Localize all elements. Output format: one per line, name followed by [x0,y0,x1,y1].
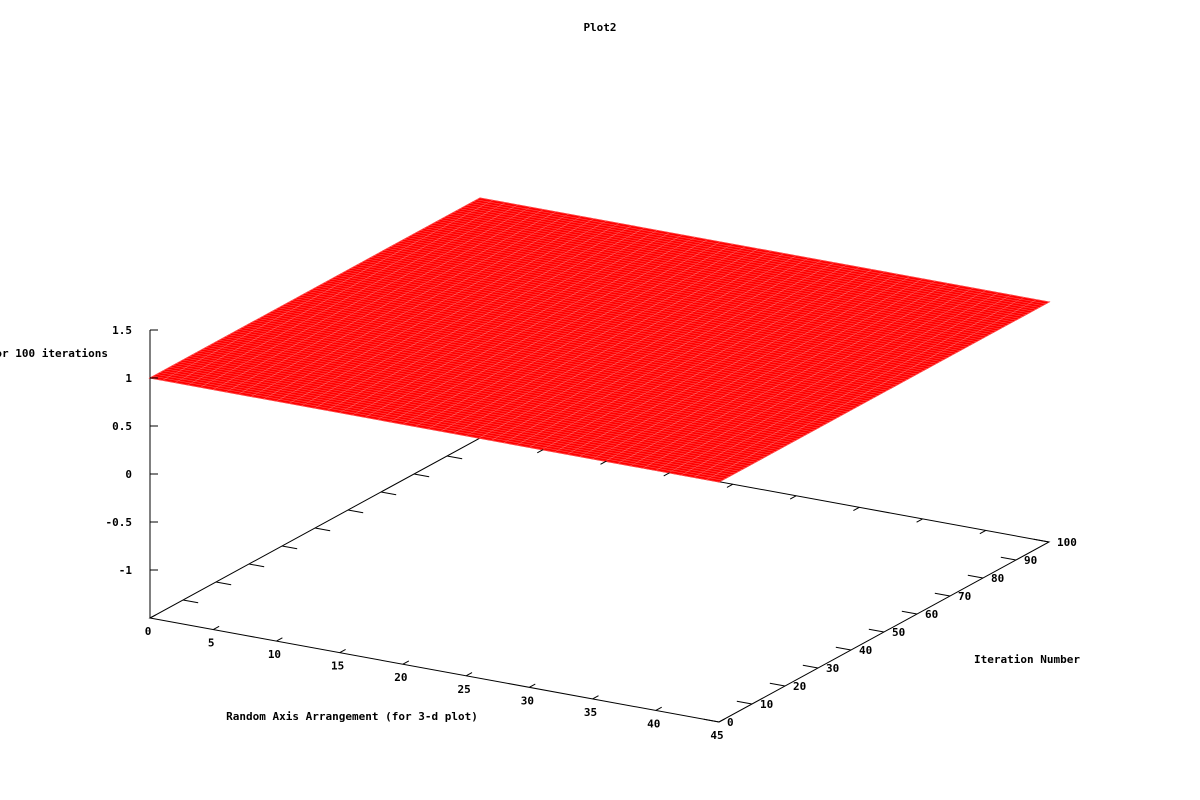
z-tick-label: 1.5 [112,324,132,337]
x-tick-mark [529,683,536,688]
x-tick-label: 10 [268,648,281,661]
x-tick-mark [655,706,662,711]
y-left-tick-mark [248,563,265,568]
y-tick-mark [736,700,753,705]
x-tick-mark [592,695,599,700]
x-tick-label: 40 [647,717,660,730]
y-tick-label: 40 [859,644,872,657]
x-back-tick-mark [726,483,734,488]
z-axis-label: Average for 100 iterations [0,347,108,360]
y-left-tick-mark [446,455,463,460]
y-tick-label: 0 [727,716,734,729]
x-back-tick-mark [853,506,860,512]
x-tick-label: 0 [145,625,152,638]
y-tick-label: 80 [991,572,1004,585]
x-tick-label: 20 [394,671,407,684]
x-tick-label: 35 [584,706,597,719]
axis-ticks: 1.5 1 0.5 0 -0.5 -1 0 5 10 15 20 25 30 35 40 45 0 10 20 30 4… [106,324,1077,742]
y-tick-mark [868,628,885,633]
z-tick-label: -0.5 [106,516,133,529]
z-tick-label: 0.5 [112,420,132,433]
y-tick-mark [901,610,918,615]
x-back-tick-mark [916,518,923,523]
y-tick-label: 100 [1057,536,1077,549]
x-tick-label: 30 [521,694,534,707]
y-tick-label: 60 [925,608,938,621]
x-back-tick-mark [663,472,670,477]
y-tick-label: 70 [958,590,971,603]
x-tick-mark [402,660,410,665]
y-tick-mark [1033,538,1050,543]
y-left-tick-mark [281,545,298,550]
y-tick-label: 30 [826,662,839,675]
x-tick-mark [718,718,726,723]
y-tick-mark [802,664,819,669]
x-tick-label: 45 [710,729,723,742]
x-back-tick-mark [600,460,607,465]
y-left-tick-mark [347,509,364,514]
y-left-tick-mark [215,581,232,586]
x-back-tick-mark [537,449,544,454]
x-tick-mark [339,648,346,654]
y-tick-label: 20 [793,680,806,693]
x-tick-label: 15 [331,660,344,673]
y-axis-label: Iteration Number [974,653,1080,666]
y-left-tick-mark [413,473,430,478]
y-left-tick-mark [182,599,199,604]
x-tick-label: 25 [457,683,470,696]
y-left-tick-mark [380,491,397,496]
y-left-tick-mark [314,527,331,532]
y-tick-label: 90 [1024,554,1037,567]
y-tick-mark [1000,556,1017,561]
z-tick-label: 0 [125,468,132,481]
chart-title: Plot2 [583,21,616,34]
x-tick-mark [212,625,220,630]
x-back-tick-mark [789,495,797,500]
y-tick-mark [934,592,951,597]
surface-plane [148,197,1051,483]
x-axis-label: Random Axis Arrangement (for 3-d plot) [226,710,478,723]
x-tick-label: 5 [208,637,215,650]
z-tick-label: 1 [125,372,132,385]
x-back-tick-mark [979,530,987,535]
z-tick-label: -1 [119,564,133,577]
y-tick-mark [703,718,720,723]
x-tick-mark [465,672,473,677]
y-tick-mark [835,646,852,651]
y-tick-mark [967,574,984,579]
y-tick-label: 50 [892,626,905,639]
surface-grid-lines [149,197,1050,483]
y-tick-mark [769,682,786,687]
x-tick-mark [276,637,283,642]
y-tick-label: 10 [760,698,773,711]
x-tick-mark [149,614,157,619]
floor-border [148,437,1051,723]
